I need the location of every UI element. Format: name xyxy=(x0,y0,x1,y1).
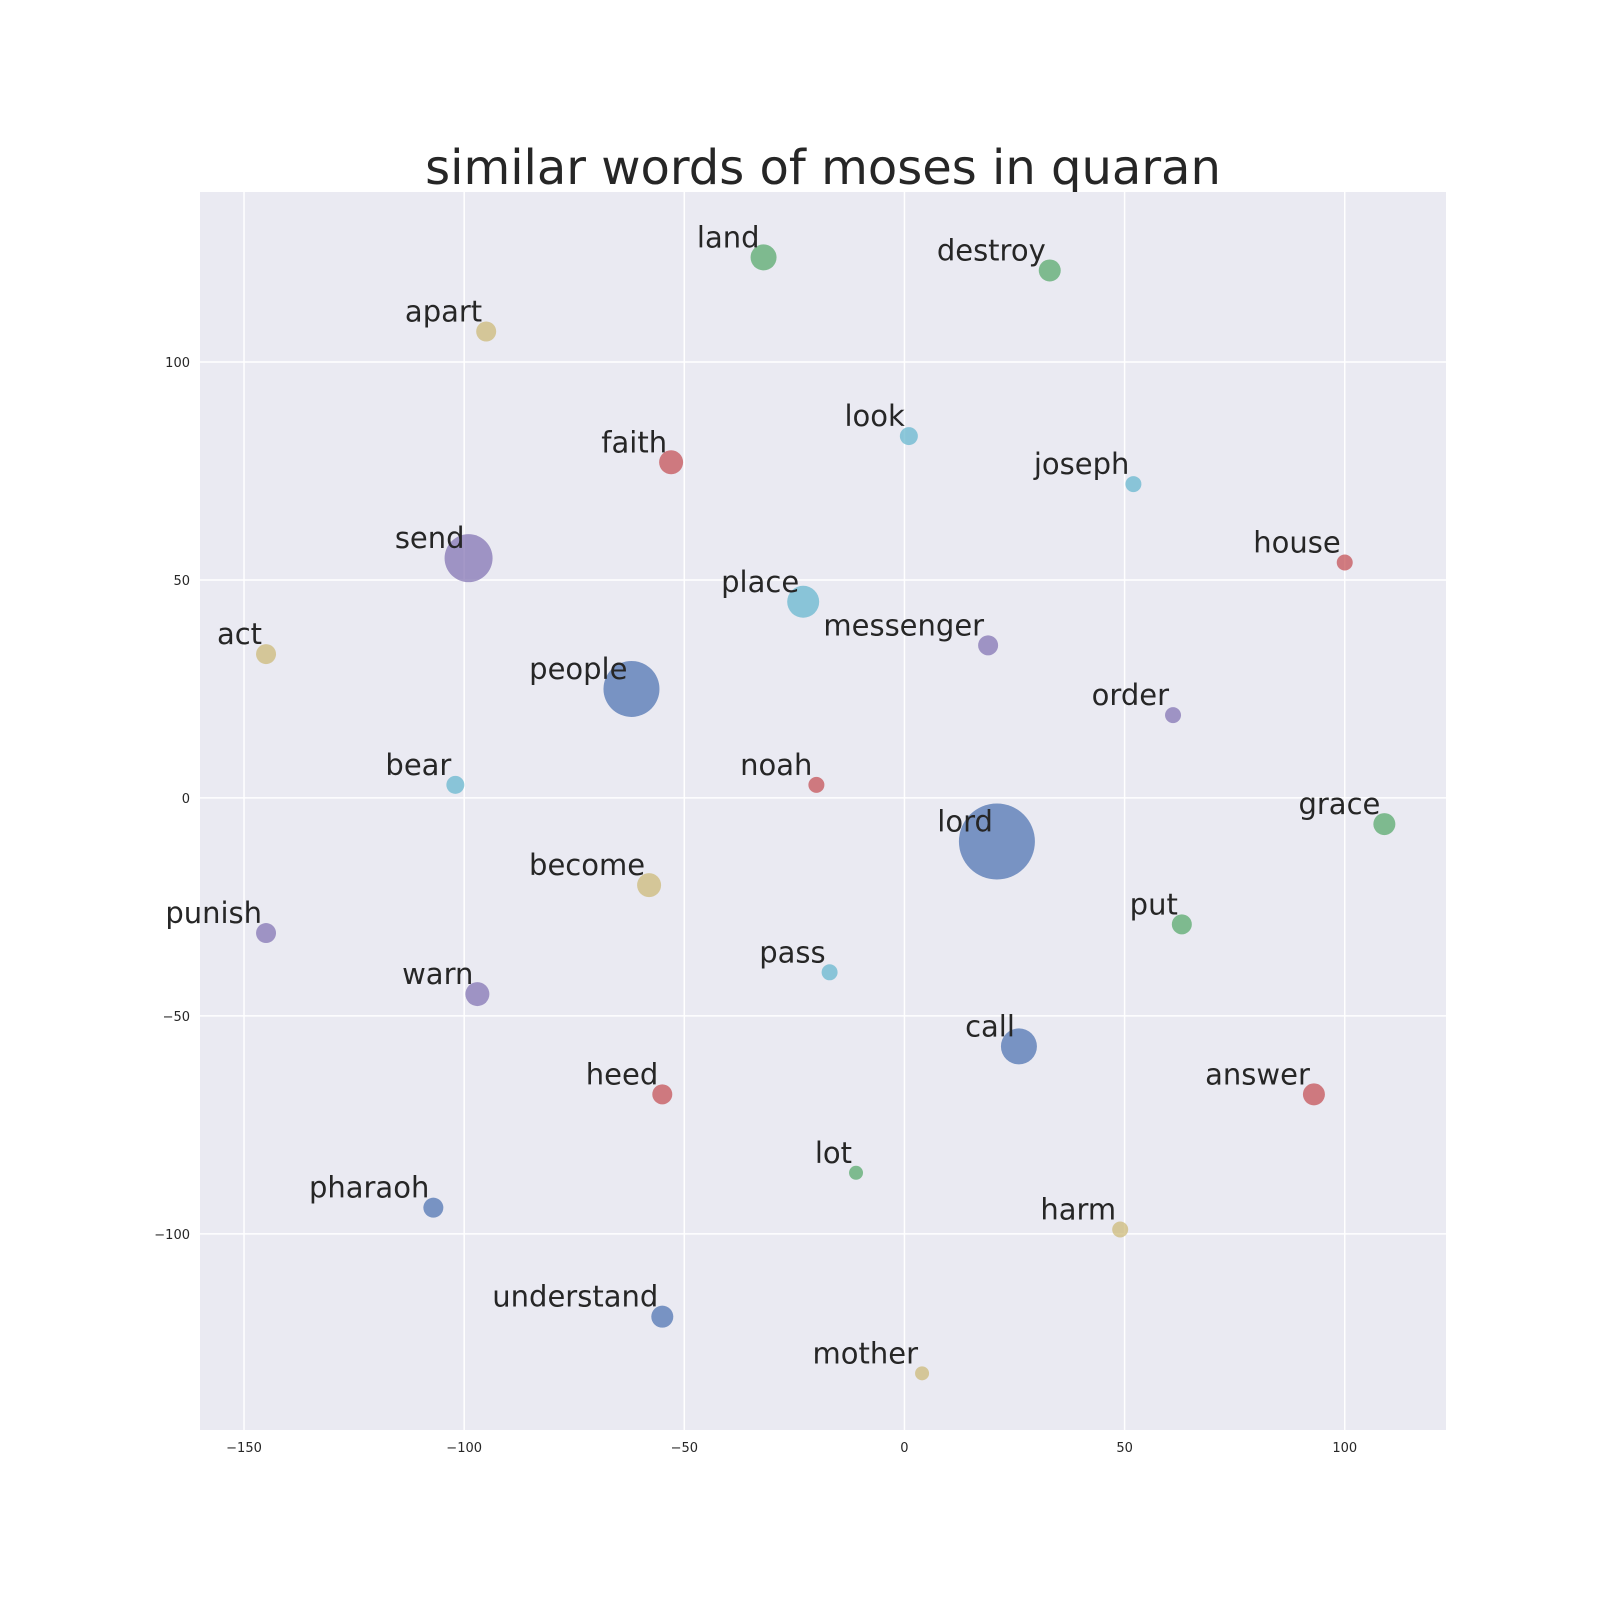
point-people xyxy=(603,660,660,717)
point-noah xyxy=(808,776,825,793)
point-look xyxy=(899,427,918,446)
point-pass xyxy=(821,964,838,981)
point-lot xyxy=(849,1165,864,1180)
label-understand: understand xyxy=(492,1280,658,1314)
point-labels: land destroy apart faith look joseph send house… xyxy=(165,220,1380,1370)
label-call: call xyxy=(965,1009,1015,1043)
point-grace xyxy=(1373,813,1396,836)
label-harm: harm xyxy=(1040,1192,1116,1226)
y-gridlines xyxy=(200,361,1446,1235)
label-grace: grace xyxy=(1298,787,1380,821)
y-tick-label: 100 xyxy=(165,356,190,371)
y-tick-labels: 100 50 0 −50 −100 xyxy=(154,356,190,1243)
point-faith xyxy=(659,450,684,475)
label-pass: pass xyxy=(759,935,825,969)
label-heed: heed xyxy=(586,1057,658,1091)
label-house: house xyxy=(1253,526,1340,560)
label-apart: apart xyxy=(405,294,482,328)
point-become xyxy=(637,873,662,898)
label-mother: mother xyxy=(813,1336,919,1370)
point-warn xyxy=(465,982,490,1007)
x-tick-label: −150 xyxy=(226,1441,262,1456)
point-joseph xyxy=(1125,476,1142,493)
label-become: become xyxy=(529,848,645,882)
point-send xyxy=(444,534,493,583)
label-pharaoh: pharaoh xyxy=(309,1171,429,1205)
x-tick-label: −100 xyxy=(446,1441,482,1456)
x-tick-label: −50 xyxy=(671,1441,698,1456)
chart-title: similar words of moses in quaran xyxy=(425,140,1221,196)
point-put xyxy=(1171,914,1192,935)
point-heed xyxy=(652,1084,673,1105)
label-lord: lord xyxy=(937,805,993,839)
y-tick-label: −100 xyxy=(154,1228,190,1243)
label-noah: noah xyxy=(740,748,812,782)
point-punish xyxy=(256,923,277,944)
label-land: land xyxy=(697,220,760,254)
point-apart xyxy=(476,321,497,342)
label-punish: punish xyxy=(165,896,262,930)
label-order: order xyxy=(1092,678,1169,712)
label-put: put xyxy=(1130,887,1178,921)
label-faith: faith xyxy=(601,425,667,459)
point-act xyxy=(256,644,277,665)
label-look: look xyxy=(845,399,906,433)
label-people: people xyxy=(529,652,627,686)
point-land xyxy=(750,244,777,271)
label-lot: lot xyxy=(815,1136,852,1170)
point-answer xyxy=(1302,1083,1325,1106)
y-tick-label: 50 xyxy=(173,574,190,589)
label-messenger: messenger xyxy=(823,608,984,642)
label-bear: bear xyxy=(385,748,451,782)
point-understand xyxy=(651,1305,674,1328)
y-tick-label: 0 xyxy=(182,792,190,807)
x-tick-label: 0 xyxy=(900,1441,908,1456)
point-destroy xyxy=(1038,259,1061,282)
point-mother xyxy=(915,1366,930,1381)
point-place xyxy=(787,585,820,618)
point-messenger xyxy=(978,635,999,656)
point-lord xyxy=(958,803,1035,880)
label-warn: warn xyxy=(402,957,473,991)
x-tick-labels: −150 −100 −50 0 50 100 xyxy=(226,1441,1357,1456)
data-points xyxy=(256,244,1396,1381)
label-act: act xyxy=(217,617,262,651)
label-destroy: destroy xyxy=(937,233,1046,267)
y-tick-label: −50 xyxy=(163,1010,190,1025)
point-call xyxy=(1000,1028,1037,1065)
plot-area xyxy=(200,192,1446,1430)
point-harm xyxy=(1112,1221,1129,1238)
point-house xyxy=(1336,554,1353,571)
x-tick-label: 50 xyxy=(1116,1441,1133,1456)
x-tick-label: 100 xyxy=(1332,1441,1357,1456)
point-bear xyxy=(446,775,465,794)
point-order xyxy=(1165,707,1182,724)
label-joseph: joseph xyxy=(1033,447,1130,481)
point-pharaoh xyxy=(423,1197,444,1218)
label-answer: answer xyxy=(1205,1057,1310,1091)
x-gridlines xyxy=(243,192,1346,1430)
label-place: place xyxy=(721,565,799,599)
label-send: send xyxy=(395,521,465,555)
